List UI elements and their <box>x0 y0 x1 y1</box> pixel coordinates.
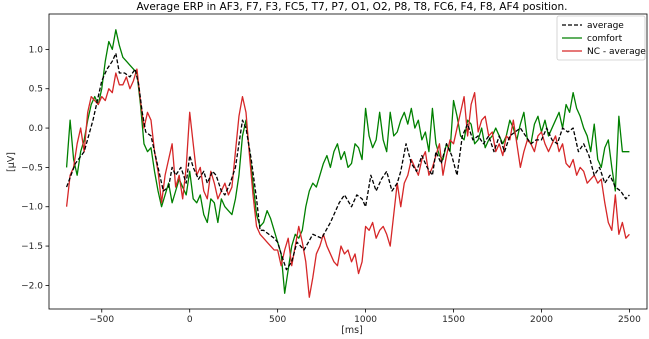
series-line-comfort <box>65 29 630 294</box>
x-tick-label: 1500 <box>442 315 465 325</box>
x-tick-label: 2000 <box>530 315 553 325</box>
axes-frame <box>48 13 648 310</box>
chart-title: Average ERP in AF3, F7, F3, FC5, T7, P7,… <box>137 1 568 13</box>
x-tick-label: 1000 <box>354 315 377 325</box>
y-tick-label: −1.5 <box>21 242 43 252</box>
x-axis-label: [ms] <box>341 325 363 336</box>
legend-label: comfort <box>587 34 623 44</box>
series-line-average <box>65 52 630 271</box>
y-tick-label: −0.5 <box>21 163 43 173</box>
y-tick-label: 0.5 <box>29 85 43 95</box>
y-tick-label: −2.0 <box>21 281 43 291</box>
x-tick-label: 500 <box>269 315 286 325</box>
y-tick-label: 1.0 <box>29 45 44 55</box>
x-tick-label: −500 <box>89 315 114 325</box>
y-axis-label: [μV] <box>6 152 17 172</box>
plot-area: −500 0 500 1000 1500 2000 2500 1.0 0.5 0.0 −0.5 −1.… <box>21 13 648 325</box>
y-tick-label: 0.0 <box>29 124 44 134</box>
legend-label: NC - average <box>587 47 646 57</box>
x-tick-label: 2500 <box>618 315 641 325</box>
legend-box <box>556 15 646 61</box>
x-tick-label: 0 <box>187 315 193 325</box>
y-tick-label: −1.0 <box>21 203 43 213</box>
legend: average comfort NC - average <box>556 15 646 61</box>
legend-label: average <box>587 21 624 31</box>
series-line-nc-average <box>65 68 630 298</box>
